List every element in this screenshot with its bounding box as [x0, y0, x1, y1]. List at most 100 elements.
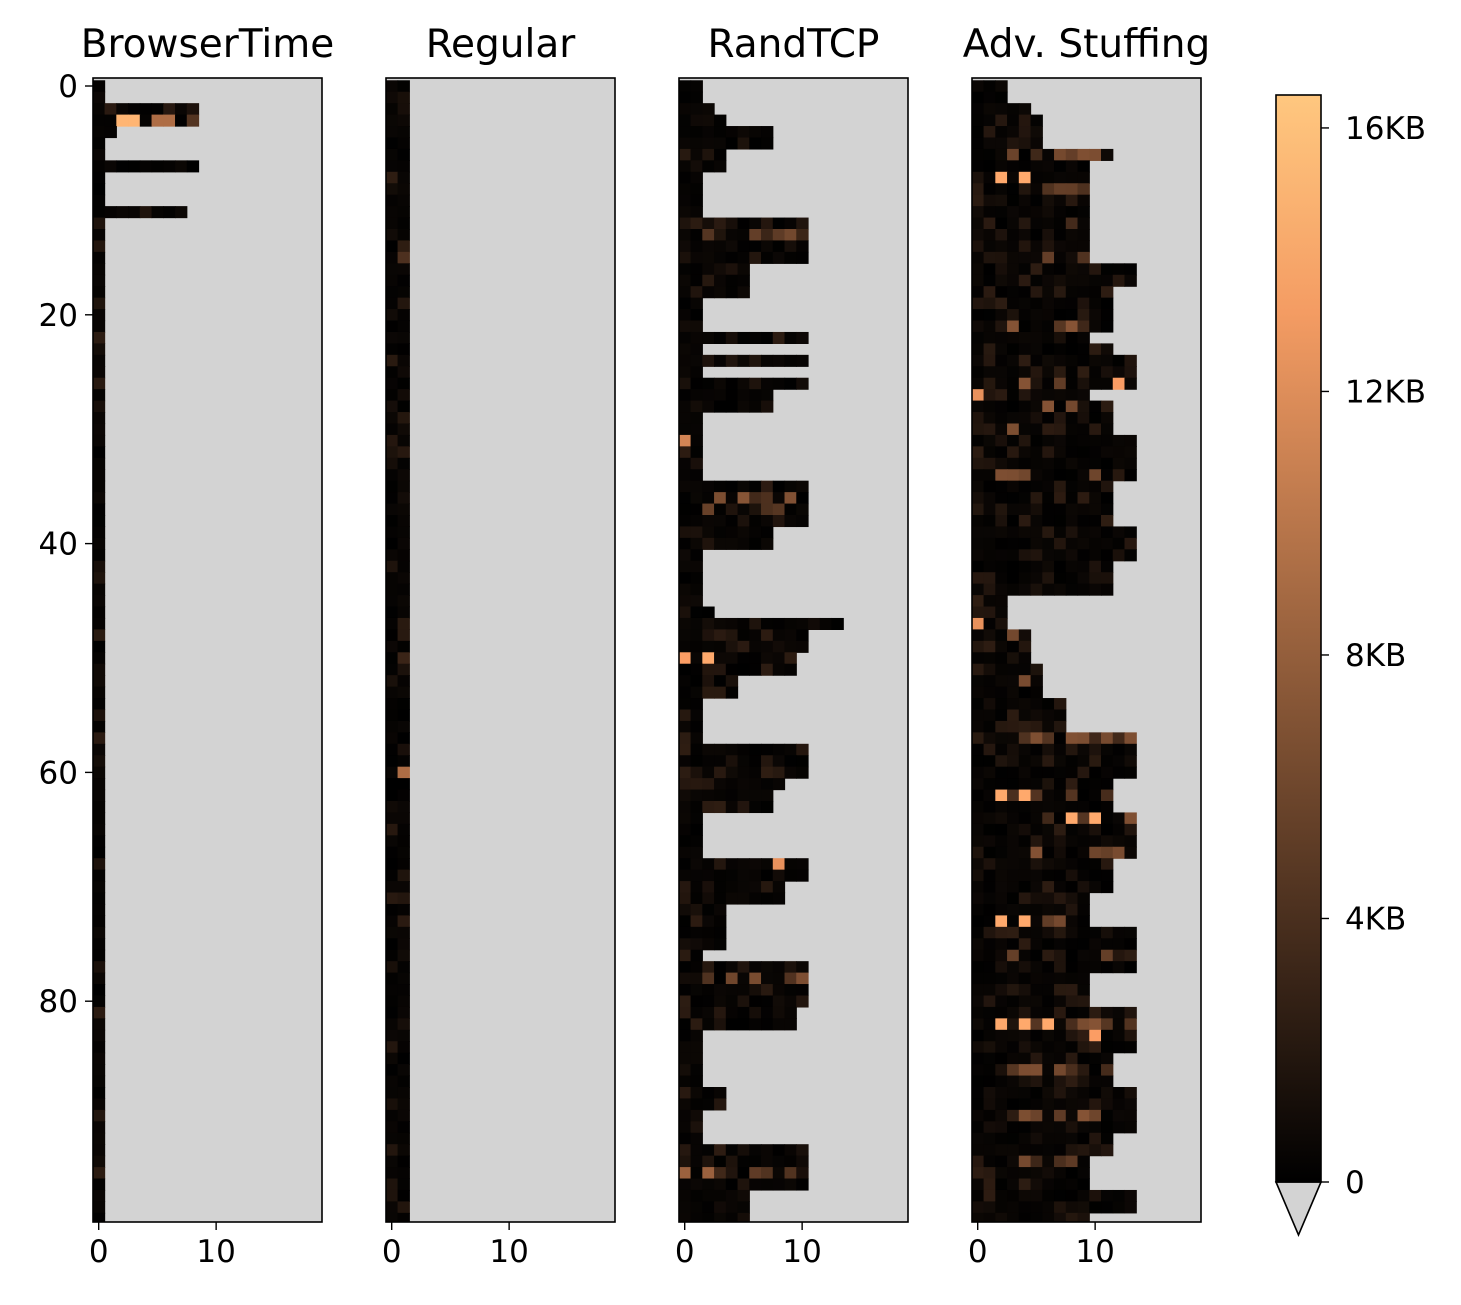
heatmap-cell [983, 320, 996, 333]
heatmap-cell [690, 709, 703, 722]
heatmap-cell [1018, 320, 1032, 333]
heatmap-cell [1007, 366, 1020, 379]
heatmap-cell [1030, 1144, 1043, 1157]
heatmap-cell [690, 240, 703, 253]
heatmap-cell [1030, 743, 1043, 756]
heatmap-cell [983, 686, 996, 699]
heatmap-cell [93, 1167, 106, 1180]
heatmap-cell [386, 789, 399, 802]
heatmap-cell [386, 835, 399, 848]
heatmap-cell [690, 400, 703, 413]
heatmap-cell [679, 755, 692, 768]
heatmap-cell [1042, 389, 1055, 402]
heatmap-cell [679, 331, 692, 344]
heatmap-cell [128, 103, 141, 116]
heatmap-cell [972, 915, 985, 928]
heatmap-cell [1042, 572, 1055, 585]
heatmap-cell [1030, 892, 1043, 905]
heatmap-cell [1018, 434, 1032, 447]
heatmap-cell [1101, 549, 1114, 562]
heatmap-cell [679, 1167, 692, 1180]
heatmap-cell [772, 503, 786, 516]
heatmap-cell [1054, 698, 1067, 711]
heatmap-cell [1077, 240, 1090, 253]
heatmap-cell [1077, 1121, 1090, 1134]
heatmap-cell [1042, 492, 1055, 505]
heatmap-cell [972, 1018, 985, 1031]
heatmap-cell [995, 720, 1008, 733]
heatmap-cell [1065, 148, 1079, 161]
heatmap-cell [972, 80, 985, 93]
heatmap-cell [784, 1155, 797, 1168]
heatmap-cell [972, 743, 985, 756]
heatmap-cell [386, 869, 399, 882]
heatmap-cell [983, 972, 996, 985]
heatmap-cell [725, 1144, 739, 1157]
heatmap-cell [1030, 881, 1043, 894]
heatmap-cell [761, 503, 774, 516]
heatmap-cell [983, 114, 996, 127]
heatmap-cell [679, 1201, 692, 1214]
heatmap-cell [151, 206, 164, 219]
heatmap-cell [1065, 1087, 1079, 1100]
heatmap-cell [1030, 1075, 1043, 1088]
heatmap-cell [1007, 320, 1020, 333]
heatmap-cell [983, 480, 996, 493]
heatmap-cell [1077, 251, 1090, 264]
heatmap-cell [397, 194, 410, 207]
heatmap-cell [983, 1132, 996, 1145]
heatmap-cell [972, 389, 985, 402]
heatmap-cell [163, 114, 176, 127]
heatmap-cell [737, 801, 750, 814]
heatmap-cell [1007, 972, 1020, 985]
heatmap-cell [397, 1178, 410, 1191]
heatmap-cell [761, 1006, 774, 1019]
heatmap-cell [983, 366, 996, 379]
heatmap-cell [972, 1201, 985, 1214]
heatmap-cell [93, 823, 106, 836]
heatmap-cell [749, 354, 762, 367]
heatmap-cell [995, 652, 1008, 665]
heatmap-cell [690, 343, 703, 356]
heatmap-cell [714, 617, 727, 630]
heatmap-cell [1124, 526, 1137, 539]
heatmap-cell [1018, 309, 1032, 322]
heatmap-cell [995, 537, 1008, 550]
heatmap-cell [679, 1052, 692, 1065]
heatmap-cell [972, 148, 985, 161]
heatmap-cell [386, 801, 399, 814]
heatmap-cell [796, 972, 809, 985]
heatmap-cell [1101, 274, 1114, 287]
heatmap-cell [1089, 1006, 1102, 1019]
heatmap-cell [749, 389, 762, 402]
heatmap-cell [714, 869, 727, 882]
heatmap-cell [1007, 251, 1020, 264]
heatmap-cell [784, 377, 797, 390]
heatmap-cell [690, 206, 703, 219]
heatmap-cell [1042, 366, 1055, 379]
heatmap-cell [1007, 229, 1020, 242]
heatmap-cell [690, 1109, 703, 1122]
heatmap-cell [1042, 743, 1055, 756]
heatmap-cell [1101, 1041, 1114, 1054]
heatmap-cell [1007, 675, 1020, 688]
heatmap-cell [1030, 1029, 1043, 1042]
heatmap-cell [1007, 709, 1020, 722]
heatmap-cell [93, 297, 106, 310]
heatmap-cell [1054, 183, 1067, 196]
heatmap-cell [1042, 984, 1055, 997]
heatmap-cell [93, 183, 106, 196]
heatmap-cell [1018, 1212, 1032, 1222]
heatmap-cell [702, 492, 715, 505]
heatmap-cell [995, 160, 1008, 173]
heatmap-cell [1077, 492, 1090, 505]
heatmap-cell [1077, 961, 1090, 974]
heatmap-cell [1030, 846, 1043, 859]
heatmap-cell [702, 1212, 715, 1222]
heatmap-cell [784, 984, 797, 997]
heatmap-cell [1054, 789, 1067, 802]
heatmap-cell [690, 183, 703, 196]
heatmap-cell [93, 1189, 106, 1202]
heatmap-cell [679, 629, 692, 642]
heatmap-cell [972, 229, 985, 242]
